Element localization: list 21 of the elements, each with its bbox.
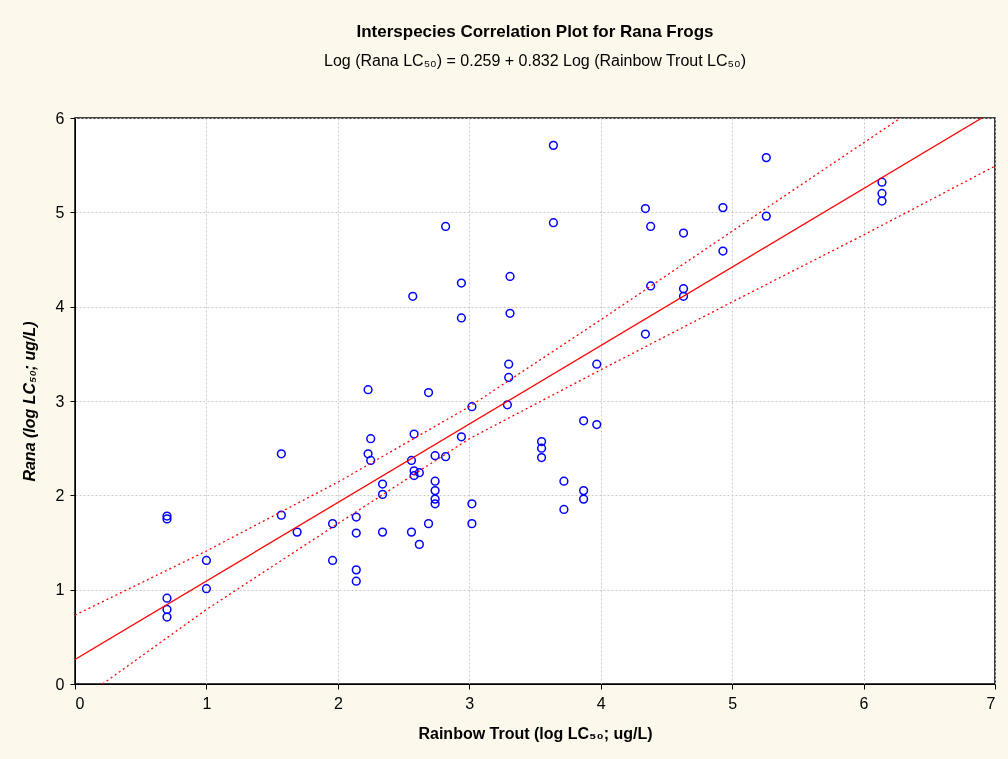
y-tick-label: 2	[55, 486, 65, 504]
y-tick-label: 0	[55, 675, 65, 693]
x-tick-label: 7	[986, 694, 996, 712]
x-tick-label: 3	[465, 694, 475, 712]
x-axis-title: Rainbow Trout (log LC₅₀; ug/L)	[418, 724, 653, 742]
y-tick-label: 6	[55, 109, 65, 127]
y-tick-label: 3	[55, 392, 65, 410]
line-series	[75, 119, 899, 616]
x-tick-label: 1	[202, 694, 212, 712]
chart-subtitle: Log (Rana LC₅₀) = 0.259 + 0.832 Log (Rainbow Trout LC₅₀)	[324, 52, 746, 69]
x-tick-label: 5	[728, 694, 738, 712]
x-tick-label: 2	[333, 694, 343, 712]
x-tick-label: 6	[859, 694, 869, 712]
y-tick-label: 5	[55, 203, 65, 221]
y-axis-title: Rana (log LC₅₀; ug/L)	[20, 321, 38, 482]
line-series	[101, 165, 995, 684]
y-tick-label: 1	[55, 581, 65, 599]
chart-title: Interspecies Correlation Plot for Rana Frogs	[356, 22, 714, 41]
y-tick-label: 4	[55, 298, 65, 316]
x-tick-label: 0	[75, 694, 85, 712]
x-tick-label: 4	[596, 694, 606, 712]
